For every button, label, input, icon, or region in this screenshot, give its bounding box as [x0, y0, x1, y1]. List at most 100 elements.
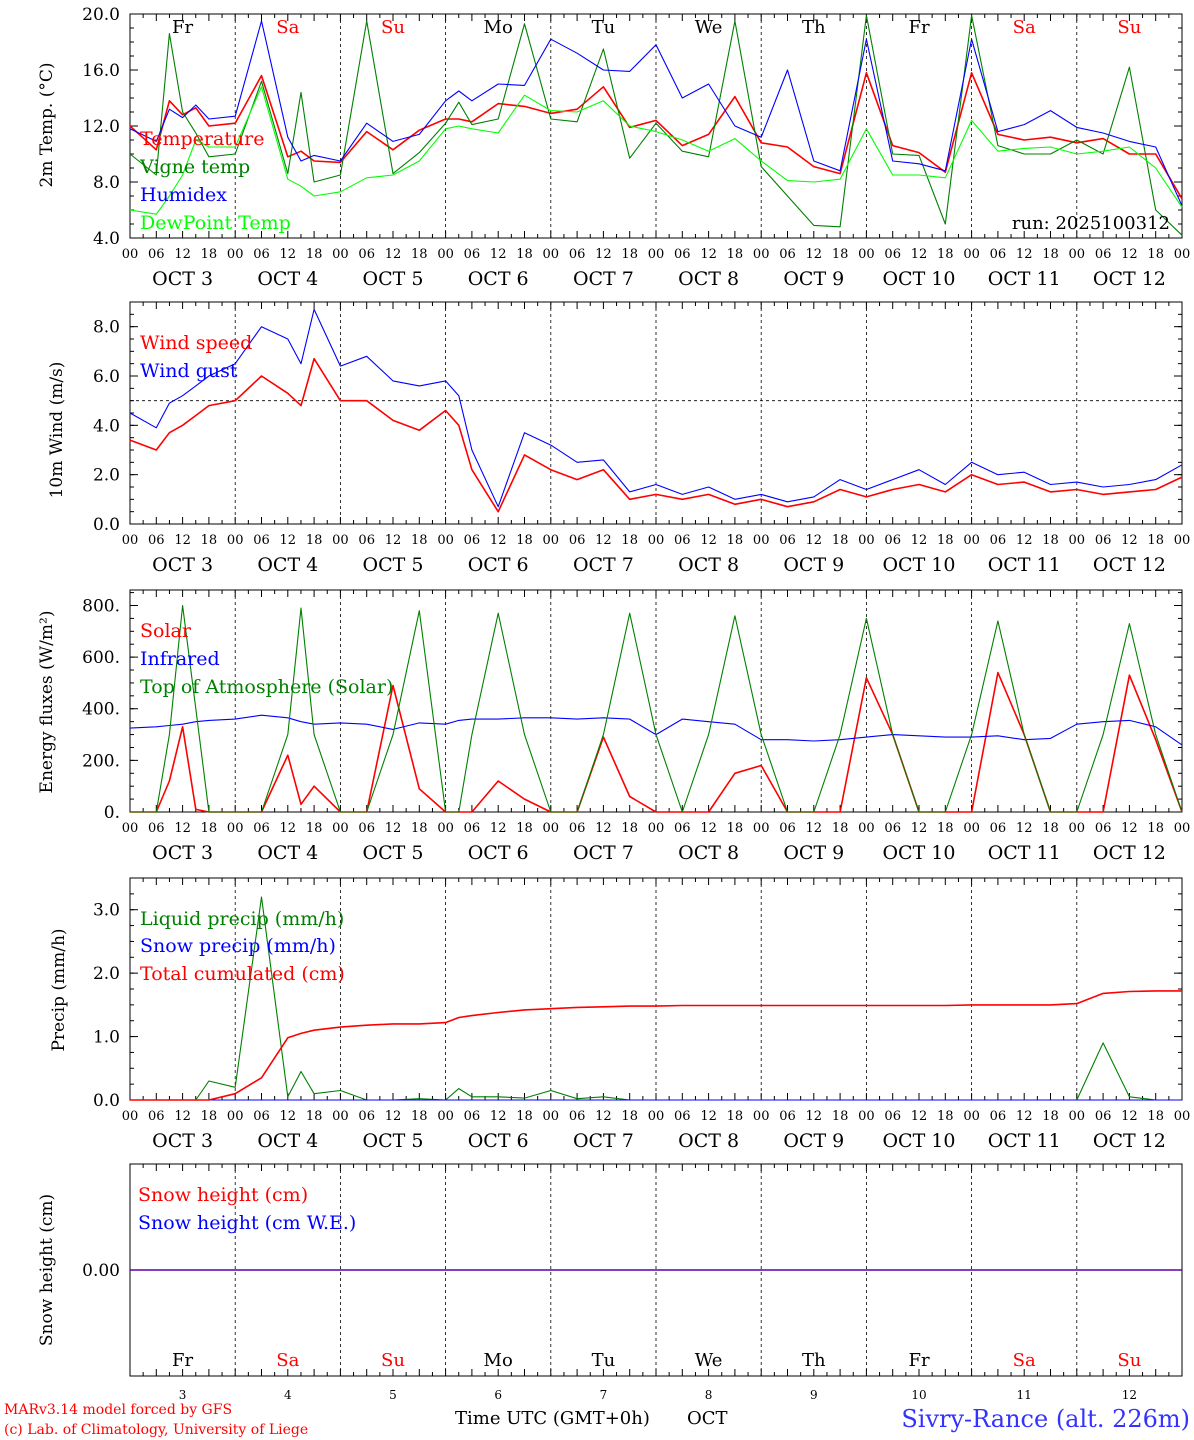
precip-y-axis-label: Precip (mm/h) — [49, 928, 69, 1051]
legend-solar: Solar — [140, 620, 192, 642]
hour-tick-label: 12 — [911, 247, 928, 262]
date-label: OCT 9 — [783, 842, 844, 864]
date-label: OCT 10 — [882, 268, 955, 290]
hour-tick-label: 00 — [122, 247, 139, 262]
date-label: OCT 8 — [678, 268, 739, 290]
panel-precip: 0.0 1.0 2.0 3.0 00 06 12 18 00 06 12 18 00 06 12 18 00 0… — [49, 877, 1190, 1152]
hour-tick-label: 06 — [148, 1109, 165, 1124]
hour-tick-label: 06 — [148, 247, 165, 262]
date-label: OCT 6 — [468, 268, 529, 290]
hour-tick-label: 18 — [201, 533, 218, 548]
y-tick-label: 12.0 — [82, 117, 120, 137]
day-of-week-label: Su — [381, 1350, 405, 1371]
hour-tick-label: 18 — [621, 821, 638, 836]
hour-tick-label: 00 — [543, 533, 560, 548]
hour-tick-label: 06 — [148, 821, 165, 836]
hour-tick-label: 18 — [727, 821, 744, 836]
hour-tick-label: 12 — [700, 821, 717, 836]
date-label: OCT 12 — [1093, 842, 1166, 864]
hour-tick-label: 06 — [358, 821, 375, 836]
hour-tick-label: 18 — [621, 1109, 638, 1124]
hour-tick-label: 12 — [595, 1109, 612, 1124]
legend-snow-precip: Snow precip (mm/h) — [140, 935, 336, 957]
date-label: OCT 3 — [152, 554, 213, 576]
date-label: OCT 6 — [468, 554, 529, 576]
hour-tick-label: 06 — [779, 1109, 796, 1124]
hour-tick-label: 06 — [464, 821, 481, 836]
date-label: OCT 12 — [1093, 1130, 1166, 1152]
date-label: OCT 6 — [468, 842, 529, 864]
y-tick-label: 6.0 — [93, 367, 120, 387]
date-label: OCT 4 — [257, 554, 318, 576]
date-label: OCT 10 — [882, 842, 955, 864]
series-line-wind-speed — [129, 357, 1183, 513]
day-of-week-label: Mo — [484, 17, 513, 38]
date-label: OCT 5 — [363, 842, 424, 864]
day-of-week-label: Th — [802, 1350, 826, 1371]
date-label: OCT 10 — [882, 554, 955, 576]
day-of-week-label: Tu — [592, 1350, 616, 1371]
y-tick-label: 16.0 — [82, 61, 120, 81]
hour-tick-label: 18 — [937, 533, 954, 548]
hour-tick-label: 18 — [306, 821, 323, 836]
hour-tick-label: 18 — [1147, 533, 1164, 548]
hour-tick-label: 12 — [490, 247, 507, 262]
panel-temperature: 4.08.012.016.020.0 Fr Sa Su Mo Tu We Th Fr Sa Su … — [37, 5, 1190, 290]
hour-tick-label: 12 — [806, 821, 823, 836]
day-of-week-label: Su — [1117, 1350, 1141, 1371]
hour-tick-label: 12 — [490, 821, 507, 836]
hour-tick-label: 06 — [990, 821, 1007, 836]
hour-tick-label: 00 — [963, 1109, 980, 1124]
hour-tick-label: 00 — [753, 821, 770, 836]
hour-tick-label: 00 — [1069, 821, 1086, 836]
day-of-week-label: Fr — [172, 1350, 193, 1371]
date-label: OCT 9 — [783, 1130, 844, 1152]
hour-tick-label: 12 — [1016, 533, 1033, 548]
hour-tick-label: 12 — [806, 247, 823, 262]
panel-wind: 0.0 2.0 4.0 6.0 8.0 00 06 12 18 00 06 12 18 00 06 12 18… — [47, 301, 1190, 576]
panel-energy: 0. 200. 400. 600. 800. 00 06 12 18 00 06 12 18 00 06 1… — [37, 589, 1190, 864]
hour-tick-label: 06 — [674, 1109, 691, 1124]
legend-snow-height-we: Snow height (cm W.E.) — [138, 1212, 356, 1234]
hour-tick-label: 12 — [700, 533, 717, 548]
day-number-label: 11 — [1017, 1388, 1032, 1402]
legend-dewpoint: DewPoint Temp — [140, 212, 291, 234]
date-label: OCT 12 — [1093, 554, 1166, 576]
hour-tick-label: 18 — [937, 821, 954, 836]
hour-tick-label: 00 — [437, 821, 454, 836]
energy-y-axis-label: Energy fluxes (W/m²) — [37, 611, 57, 794]
day-number-label: 7 — [600, 1388, 608, 1402]
hour-tick-label: 18 — [516, 533, 533, 548]
hour-tick-label: 12 — [1121, 1109, 1138, 1124]
hour-tick-label: 18 — [306, 247, 323, 262]
day-of-week-label: Su — [381, 17, 405, 38]
hour-tick-label: 12 — [595, 821, 612, 836]
hour-tick-label: 06 — [674, 247, 691, 262]
hour-tick-label: 18 — [727, 533, 744, 548]
hour-tick-label: 00 — [753, 1109, 770, 1124]
hour-tick-label: 06 — [779, 247, 796, 262]
date-label: OCT 3 — [152, 268, 213, 290]
hour-tick-label: 00 — [227, 533, 244, 548]
hour-tick-label: 00 — [543, 247, 560, 262]
hour-tick-label: 00 — [332, 533, 349, 548]
hour-tick-label: 18 — [1042, 1109, 1059, 1124]
hour-tick-label: 06 — [884, 1109, 901, 1124]
date-label: OCT 4 — [257, 1130, 318, 1152]
y-tick-label: 2.0 — [93, 964, 120, 984]
day-of-week-label: Sa — [1013, 1350, 1036, 1371]
date-label: OCT 11 — [988, 554, 1061, 576]
hour-tick-label: 06 — [148, 533, 165, 548]
y-tick-label: 4.0 — [93, 229, 120, 249]
date-label: OCT 11 — [988, 1130, 1061, 1152]
legend-total-cumulated: Total cumulated (cm) — [140, 963, 345, 985]
hour-tick-label: 06 — [779, 821, 796, 836]
hour-tick-label: 00 — [963, 533, 980, 548]
y-tick-label: 0.0 — [93, 515, 120, 535]
hour-tick-label: 18 — [516, 247, 533, 262]
date-label: OCT 10 — [882, 1130, 955, 1152]
credit-model: MARv3.14 model forced by GFS — [4, 1402, 232, 1418]
hour-tick-label: 12 — [911, 821, 928, 836]
hour-tick-label: 06 — [1095, 1109, 1112, 1124]
